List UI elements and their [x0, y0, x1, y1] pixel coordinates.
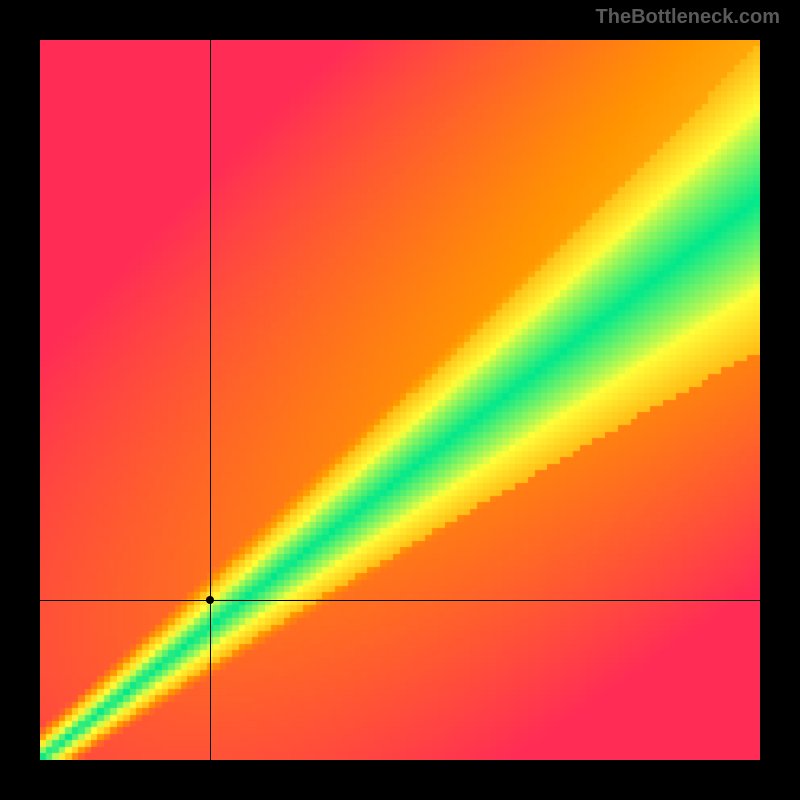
- plot-area: [40, 40, 760, 760]
- watermark-text: TheBottleneck.com: [596, 6, 780, 29]
- marker-dot: [206, 596, 214, 604]
- heatmap-canvas: [40, 40, 760, 760]
- crosshair-vertical: [210, 40, 211, 760]
- crosshair-horizontal: [40, 600, 760, 601]
- chart-container: TheBottleneck.com: [0, 0, 800, 800]
